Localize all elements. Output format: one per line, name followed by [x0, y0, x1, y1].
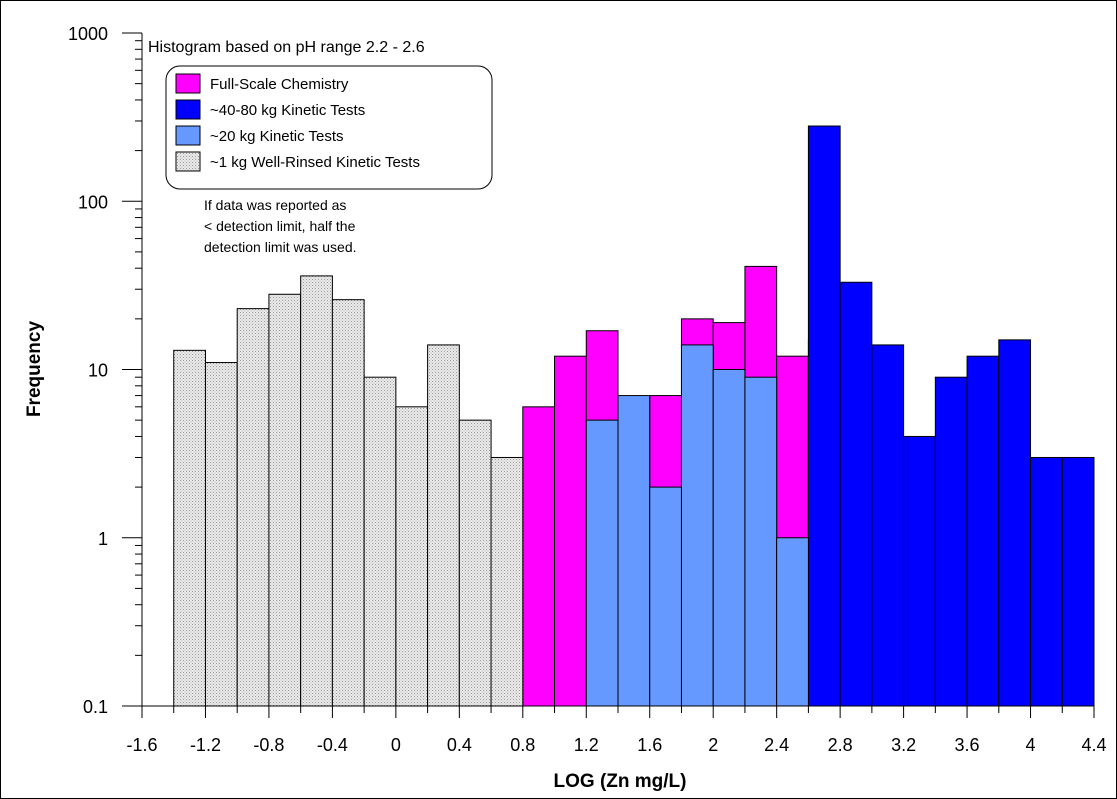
bar-series-4-bin-8 [395, 406, 429, 707]
y-tick-label: 1000 [68, 24, 108, 44]
plot-title: Histogram based on pH range 2.2 - 2.6 [148, 39, 425, 56]
y-tick-label: 10 [88, 361, 108, 381]
x-tick-label: 1.2 [574, 735, 599, 755]
bar-series-4-bin-4 [268, 293, 302, 707]
x-tick-label: 0 [391, 735, 401, 755]
bar-series-3-bin-3 [617, 395, 651, 707]
x-tick-label: 1.6 [637, 735, 662, 755]
x-tick-label: 3.6 [955, 735, 980, 755]
bar-series-3-bin-4 [649, 486, 682, 707]
legend: Full-Scale Chemistry ~40-80 kg Kinetic Te… [165, 65, 493, 190]
bar-series-3-bin-6 [712, 369, 746, 707]
legend-label: ~20 kg Kinetic Tests [210, 128, 344, 145]
y-tick-label: 1 [98, 529, 108, 549]
legend-label: ~1 kg Well-Rinsed Kinetic Tests [210, 154, 420, 171]
legend-swatch [175, 73, 201, 94]
legend-swatch [175, 125, 201, 146]
x-tick-label: 2 [708, 735, 718, 755]
bar-series-3-bin-8 [776, 537, 809, 707]
detection-limit-note: If data was reported as < detection limi… [204, 197, 357, 255]
legend-box [165, 65, 493, 190]
x-tick-label: -1.2 [190, 735, 221, 755]
legend-swatch [175, 99, 201, 120]
x-tick-label: 3.2 [891, 735, 916, 755]
x-axis-title: LOG (Zn mg/L) [554, 771, 687, 792]
bar-series-2-bin-2 [839, 281, 873, 707]
bar-series-2-bin-1 [807, 125, 841, 707]
bar-series-3-bin-5 [680, 344, 714, 707]
legend-label: Full-Scale Chemistry [210, 76, 349, 93]
x-tick-label: -0.4 [317, 735, 348, 755]
bar-series-3-bin-7 [744, 376, 778, 707]
bar-series-3-bin-2 [585, 419, 619, 707]
note-line-1: If data was reported as [204, 197, 346, 213]
bar-series-2-bin-6 [966, 355, 1000, 707]
bar-series-4-bin-2 [204, 362, 238, 707]
note-line-2: < detection limit, half the [204, 218, 356, 234]
bar-series-2-bin-7 [998, 339, 1032, 707]
histogram-bars [173, 125, 1095, 707]
bar-series-2-bin-5 [934, 376, 968, 707]
x-tick-label: 0.4 [447, 735, 472, 755]
bar-series-4-bin-10 [458, 419, 492, 707]
bar-series-2-bin-4 [903, 435, 936, 707]
x-tick-label: 4.4 [1081, 735, 1106, 755]
x-tick-label: 2.8 [828, 735, 853, 755]
x-tick-label: 4 [1026, 735, 1036, 755]
y-tick-label: 100 [78, 192, 108, 212]
bar-series-4-bin-3 [236, 308, 270, 707]
x-tick-label: 2.4 [764, 735, 789, 755]
bar-series-1-bin-6 [522, 406, 556, 707]
x-tick-label: -0.8 [253, 735, 284, 755]
bar-series-4-bin-5 [300, 275, 333, 707]
x-tick-label: -1.6 [126, 735, 157, 755]
x-tick-label: 0.8 [510, 735, 535, 755]
note-line-3: detection limit was used. [204, 239, 357, 255]
bar-series-1-bin-7 [554, 355, 587, 707]
legend-label: ~40-80 kg Kinetic Tests [210, 102, 365, 119]
y-tick-label: 0.1 [83, 697, 108, 717]
bar-series-4-bin-7 [363, 376, 397, 707]
bar-series-4-bin-1 [173, 349, 206, 707]
bar-series-2-bin-3 [871, 344, 905, 707]
axes: -1.6 -1.2 -0.8 -0.4 0 0.4 0.8 1.2 1.6 2 2.4 2.8 3.2 3… [68, 24, 1107, 755]
bar-series-2-bin-9 [1061, 456, 1095, 707]
bar-series-4-bin-6 [331, 299, 365, 707]
bar-series-2-bin-8 [1030, 456, 1063, 707]
bar-series-4-bin-11 [490, 456, 524, 707]
y-axis-title: Frequency [24, 321, 45, 418]
bar-series-4-bin-9 [427, 344, 460, 707]
legend-swatch [175, 151, 201, 172]
